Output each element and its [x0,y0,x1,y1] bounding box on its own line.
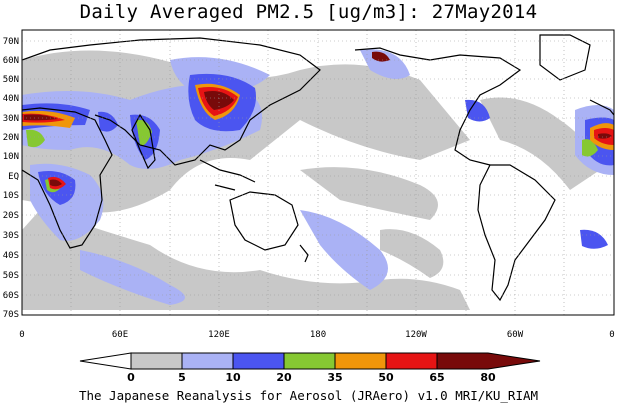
dark-red-layer [24,51,612,187]
colorbar-swatch-1 [130,352,183,370]
lon-label: 60W [507,330,524,340]
lat-label: 70N [3,37,19,47]
footer-credit: The Japanese Reanalysis for Aerosol (JRA… [78,388,539,403]
lat-label: 60N [3,56,19,66]
colorbar-label: 50 [378,371,394,384]
europe-asia-coast [22,37,321,166]
lat-label: 40N [3,94,19,104]
southeast-asia-islands [199,159,256,191]
india-coast [131,113,156,170]
lat-label: 10S [3,191,19,201]
lat-label: 60S [3,291,19,301]
lat-label: 20S [3,211,19,221]
new-zealand-coast [299,244,309,263]
lon-label: 60E [112,330,128,340]
greenland-coast [539,34,591,81]
colorbar-label: 65 [429,371,444,384]
lon-label: 120E [208,330,230,340]
colorbar: 0 5 10 20 35 50 65 80 [79,352,541,384]
lat-label: EQ [8,172,19,182]
north-america-coast [354,47,522,166]
colorbar-swatch-2 [181,352,234,370]
colorbar-label: 10 [225,371,241,384]
coastlines [22,34,614,302]
colorbar-swatch-5 [334,352,387,370]
colorbar-label: 80 [480,371,496,384]
africa-coast [22,107,113,249]
colorbar-label: 0 [127,371,135,384]
west-africa-coast [589,99,614,116]
latitude-labels: 70N 60N 50N 40N 30N 20N 10N EQ 10S 20S 3… [3,37,19,320]
lon-label: 0 [19,330,24,340]
longitude-labels: 0 60E 120E 180 120W 60W 0 [19,330,614,340]
colorbar-swatch-3 [232,352,285,370]
lat-label: 20N [3,133,19,143]
lat-label: 40S [3,251,19,261]
australia-coast [229,191,299,251]
south-america-coast [477,164,556,302]
colorbar-label: 20 [276,371,292,384]
lat-label: 50S [3,271,19,281]
gridlines [22,30,614,315]
lon-label: 180 [310,330,326,340]
colorbar-swatch-7 [436,352,541,370]
lat-label: 30N [3,114,19,124]
lat-label: 50N [3,75,19,85]
lat-label: 70S [3,310,19,320]
colorbar-swatch-4 [283,352,336,370]
lon-label: 0 [609,330,614,340]
colorbar-label: 5 [178,371,186,384]
lat-label: 10N [3,152,19,162]
concentration-field [22,49,614,310]
lon-label: 120W [405,330,427,340]
map-frame [21,29,615,316]
colorbar-label: 35 [327,371,342,384]
lat-label: 30S [3,231,19,241]
map-title: Daily Averaged PM2.5 [ug/m3]: 27May2014 [79,1,538,23]
colorbar-swatch-6 [385,352,438,370]
colorbar-swatch-0 [79,352,132,370]
